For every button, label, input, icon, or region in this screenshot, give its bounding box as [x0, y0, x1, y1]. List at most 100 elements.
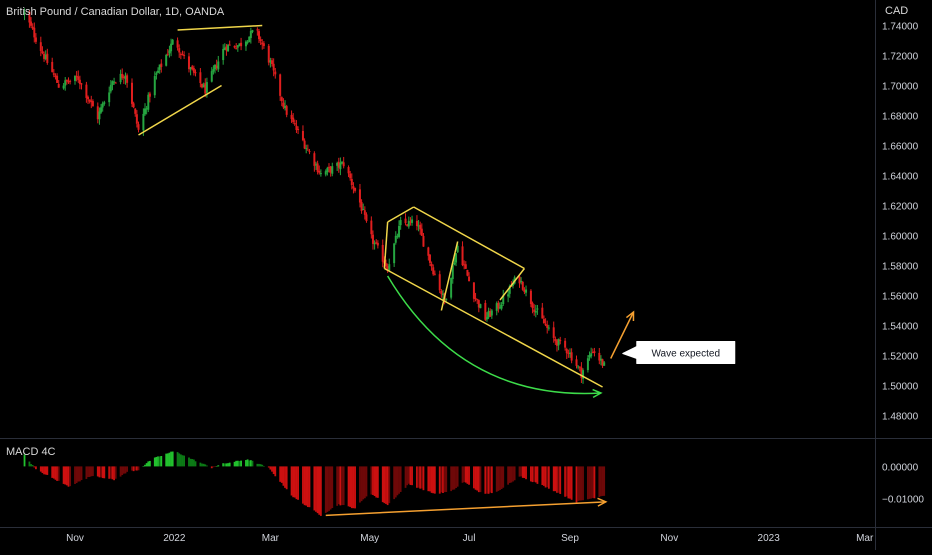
candle-body — [450, 277, 453, 298]
candle-body — [544, 323, 547, 326]
candle-body — [358, 189, 361, 203]
time-tick-label: Mar — [856, 533, 874, 544]
candle-body — [445, 298, 448, 300]
candle-body — [297, 129, 300, 131]
candle-body — [466, 269, 469, 276]
candle-body — [33, 27, 36, 38]
candle-body — [531, 302, 534, 309]
macd-tick-label: 0.00000 — [882, 462, 919, 473]
macd-bar — [394, 466, 397, 498]
macd-bar — [249, 460, 252, 467]
candle-body — [477, 300, 480, 308]
macd-bar — [90, 466, 93, 477]
macd-bar — [293, 466, 296, 498]
macd-bar — [417, 466, 420, 488]
candle-body — [472, 282, 475, 299]
time-tick-label: May — [360, 533, 379, 544]
macd-bar — [245, 460, 247, 467]
macd-bar — [240, 460, 242, 467]
candle-body — [373, 242, 376, 245]
candle-body — [502, 295, 505, 304]
macd-bar — [39, 466, 42, 472]
candle-body — [432, 267, 435, 275]
candle-body — [468, 276, 471, 282]
candle-body — [31, 26, 34, 29]
macd-bar — [88, 466, 91, 477]
macd-bar — [100, 466, 102, 478]
macd-bar — [360, 466, 363, 502]
candle-body — [411, 219, 414, 223]
candle-body — [51, 61, 54, 72]
candle-body — [376, 242, 379, 246]
macd-bar — [183, 455, 185, 467]
candle-body — [236, 45, 239, 48]
candle-body — [217, 61, 220, 70]
candle-body — [349, 173, 352, 179]
candle-body — [23, 12, 26, 15]
candle-body — [101, 103, 104, 108]
macd-bar — [214, 466, 216, 467]
macd-bar — [547, 466, 550, 489]
candle-body — [293, 123, 296, 125]
candle-body — [205, 82, 208, 93]
macd-bar — [222, 463, 225, 467]
macd-bar — [487, 466, 490, 494]
macd-bar — [577, 466, 580, 501]
macd-bar — [363, 466, 366, 499]
candle-body — [363, 210, 366, 215]
macd-bar — [80, 466, 83, 481]
candle-body — [142, 113, 145, 131]
macd-bar — [188, 457, 190, 467]
candle-body — [199, 72, 202, 83]
price-tick-label: 1.52000 — [882, 352, 919, 363]
macd-bar — [305, 466, 308, 506]
macd-bar — [285, 466, 288, 490]
candle-body — [98, 111, 101, 120]
candle-body — [284, 105, 287, 109]
trendline — [387, 206, 415, 223]
candle-body — [301, 130, 304, 141]
macd-bar — [554, 466, 557, 492]
macd-bar — [365, 466, 368, 497]
candle-body — [295, 125, 298, 130]
candle-body — [113, 81, 116, 83]
projection-arrow — [610, 311, 635, 359]
macd-bar — [430, 466, 433, 493]
candle-body — [433, 273, 436, 275]
macd-bar — [329, 466, 332, 510]
trendline — [177, 24, 263, 31]
macd-bar — [126, 466, 129, 472]
macd-bar — [432, 466, 435, 494]
candle-body — [578, 366, 581, 368]
macd-bar — [525, 466, 527, 480]
price-tick-label: 1.74000 — [882, 22, 919, 33]
macd-bar — [30, 464, 32, 467]
macd-bar — [486, 466, 488, 494]
macd-bar — [51, 466, 54, 478]
macd-bar — [144, 464, 146, 467]
candle-body — [54, 75, 57, 78]
macd-bar — [274, 466, 277, 477]
macd-bar — [533, 466, 536, 482]
candle-body — [580, 367, 583, 378]
candle-body — [601, 359, 604, 366]
candle-body — [119, 73, 122, 83]
candle-body — [490, 310, 493, 316]
candle-body — [74, 75, 76, 81]
candle-body — [559, 340, 562, 342]
candle-body — [87, 96, 90, 100]
macd-bar — [189, 458, 192, 467]
candle-body — [365, 214, 368, 222]
candle-body — [34, 37, 37, 42]
macd-bar — [302, 466, 304, 504]
candle-body — [269, 60, 272, 63]
candle-body — [521, 282, 524, 290]
time-tick-label: Mar — [262, 533, 280, 544]
macd-bar — [409, 466, 412, 485]
macd-bar — [96, 466, 99, 477]
indicator-title: MACD 4C — [6, 446, 56, 458]
macd-bar — [464, 466, 467, 483]
price-tick-label: 1.72000 — [882, 52, 919, 63]
macd-bar — [282, 466, 285, 486]
